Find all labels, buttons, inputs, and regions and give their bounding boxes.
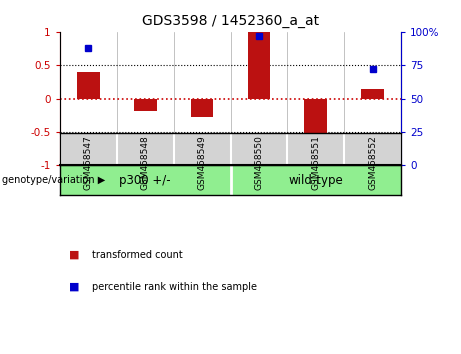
Bar <box>77 72 100 99</box>
Text: GSM458551: GSM458551 <box>311 135 320 190</box>
Text: ■: ■ <box>69 282 80 292</box>
Text: GSM458549: GSM458549 <box>198 135 207 190</box>
Title: GDS3598 / 1452360_a_at: GDS3598 / 1452360_a_at <box>142 14 319 28</box>
Text: genotype/variation ▶: genotype/variation ▶ <box>2 175 106 185</box>
Text: p300 +/-: p300 +/- <box>119 173 171 187</box>
Bar <box>191 99 213 116</box>
Text: GSM458552: GSM458552 <box>368 135 377 190</box>
Text: transformed count: transformed count <box>92 250 183 260</box>
Text: GSM458550: GSM458550 <box>254 135 263 190</box>
Bar <box>361 88 384 99</box>
Text: GSM458547: GSM458547 <box>84 135 93 190</box>
Text: ■: ■ <box>69 250 80 260</box>
Bar <box>304 99 327 161</box>
Text: GSM458548: GSM458548 <box>141 135 150 190</box>
Bar <box>248 32 270 99</box>
Text: percentile rank within the sample: percentile rank within the sample <box>92 282 257 292</box>
Text: wild-type: wild-type <box>289 173 343 187</box>
Bar <box>134 99 157 110</box>
